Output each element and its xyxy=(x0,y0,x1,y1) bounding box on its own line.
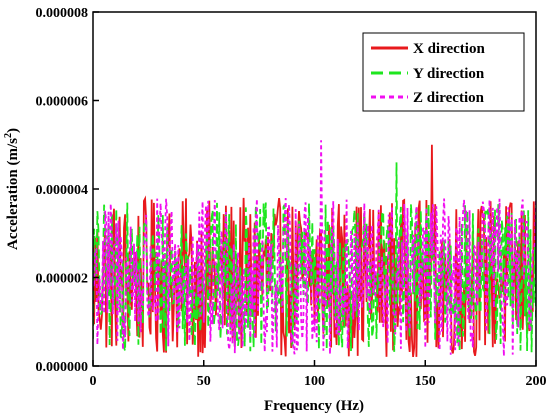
y-tick-label: 0.000006 xyxy=(36,95,89,110)
x-tick-label: 0 xyxy=(90,374,97,389)
series-layer xyxy=(93,140,536,358)
legend-label-x: X direction xyxy=(413,41,485,57)
x-axis-title: Frequency (Hz) xyxy=(264,398,364,414)
y-tick-label: 0.000004 xyxy=(36,183,89,198)
y-tick-label: 0.000000 xyxy=(36,360,89,375)
x-tick-label: 100 xyxy=(304,374,325,389)
y-tick-label: 0.000008 xyxy=(36,6,89,21)
x-tick-label: 200 xyxy=(526,374,547,389)
x-tick-label: 50 xyxy=(197,374,211,389)
legend-label-y: Y direction xyxy=(413,66,485,82)
legend-label-z: Z direction xyxy=(413,90,485,106)
y-tick-label: 0.000002 xyxy=(36,272,89,287)
x-tick-label: 150 xyxy=(415,374,436,389)
y-axis-title: Acceleration (m/s2) xyxy=(3,128,21,250)
series-line-z xyxy=(93,140,536,357)
legend: X direction Y direction Z direction xyxy=(362,32,525,112)
axis-layer: 0 50 100 150 200 0.000000 0.000002 0.000004 0.00… xyxy=(36,6,547,389)
